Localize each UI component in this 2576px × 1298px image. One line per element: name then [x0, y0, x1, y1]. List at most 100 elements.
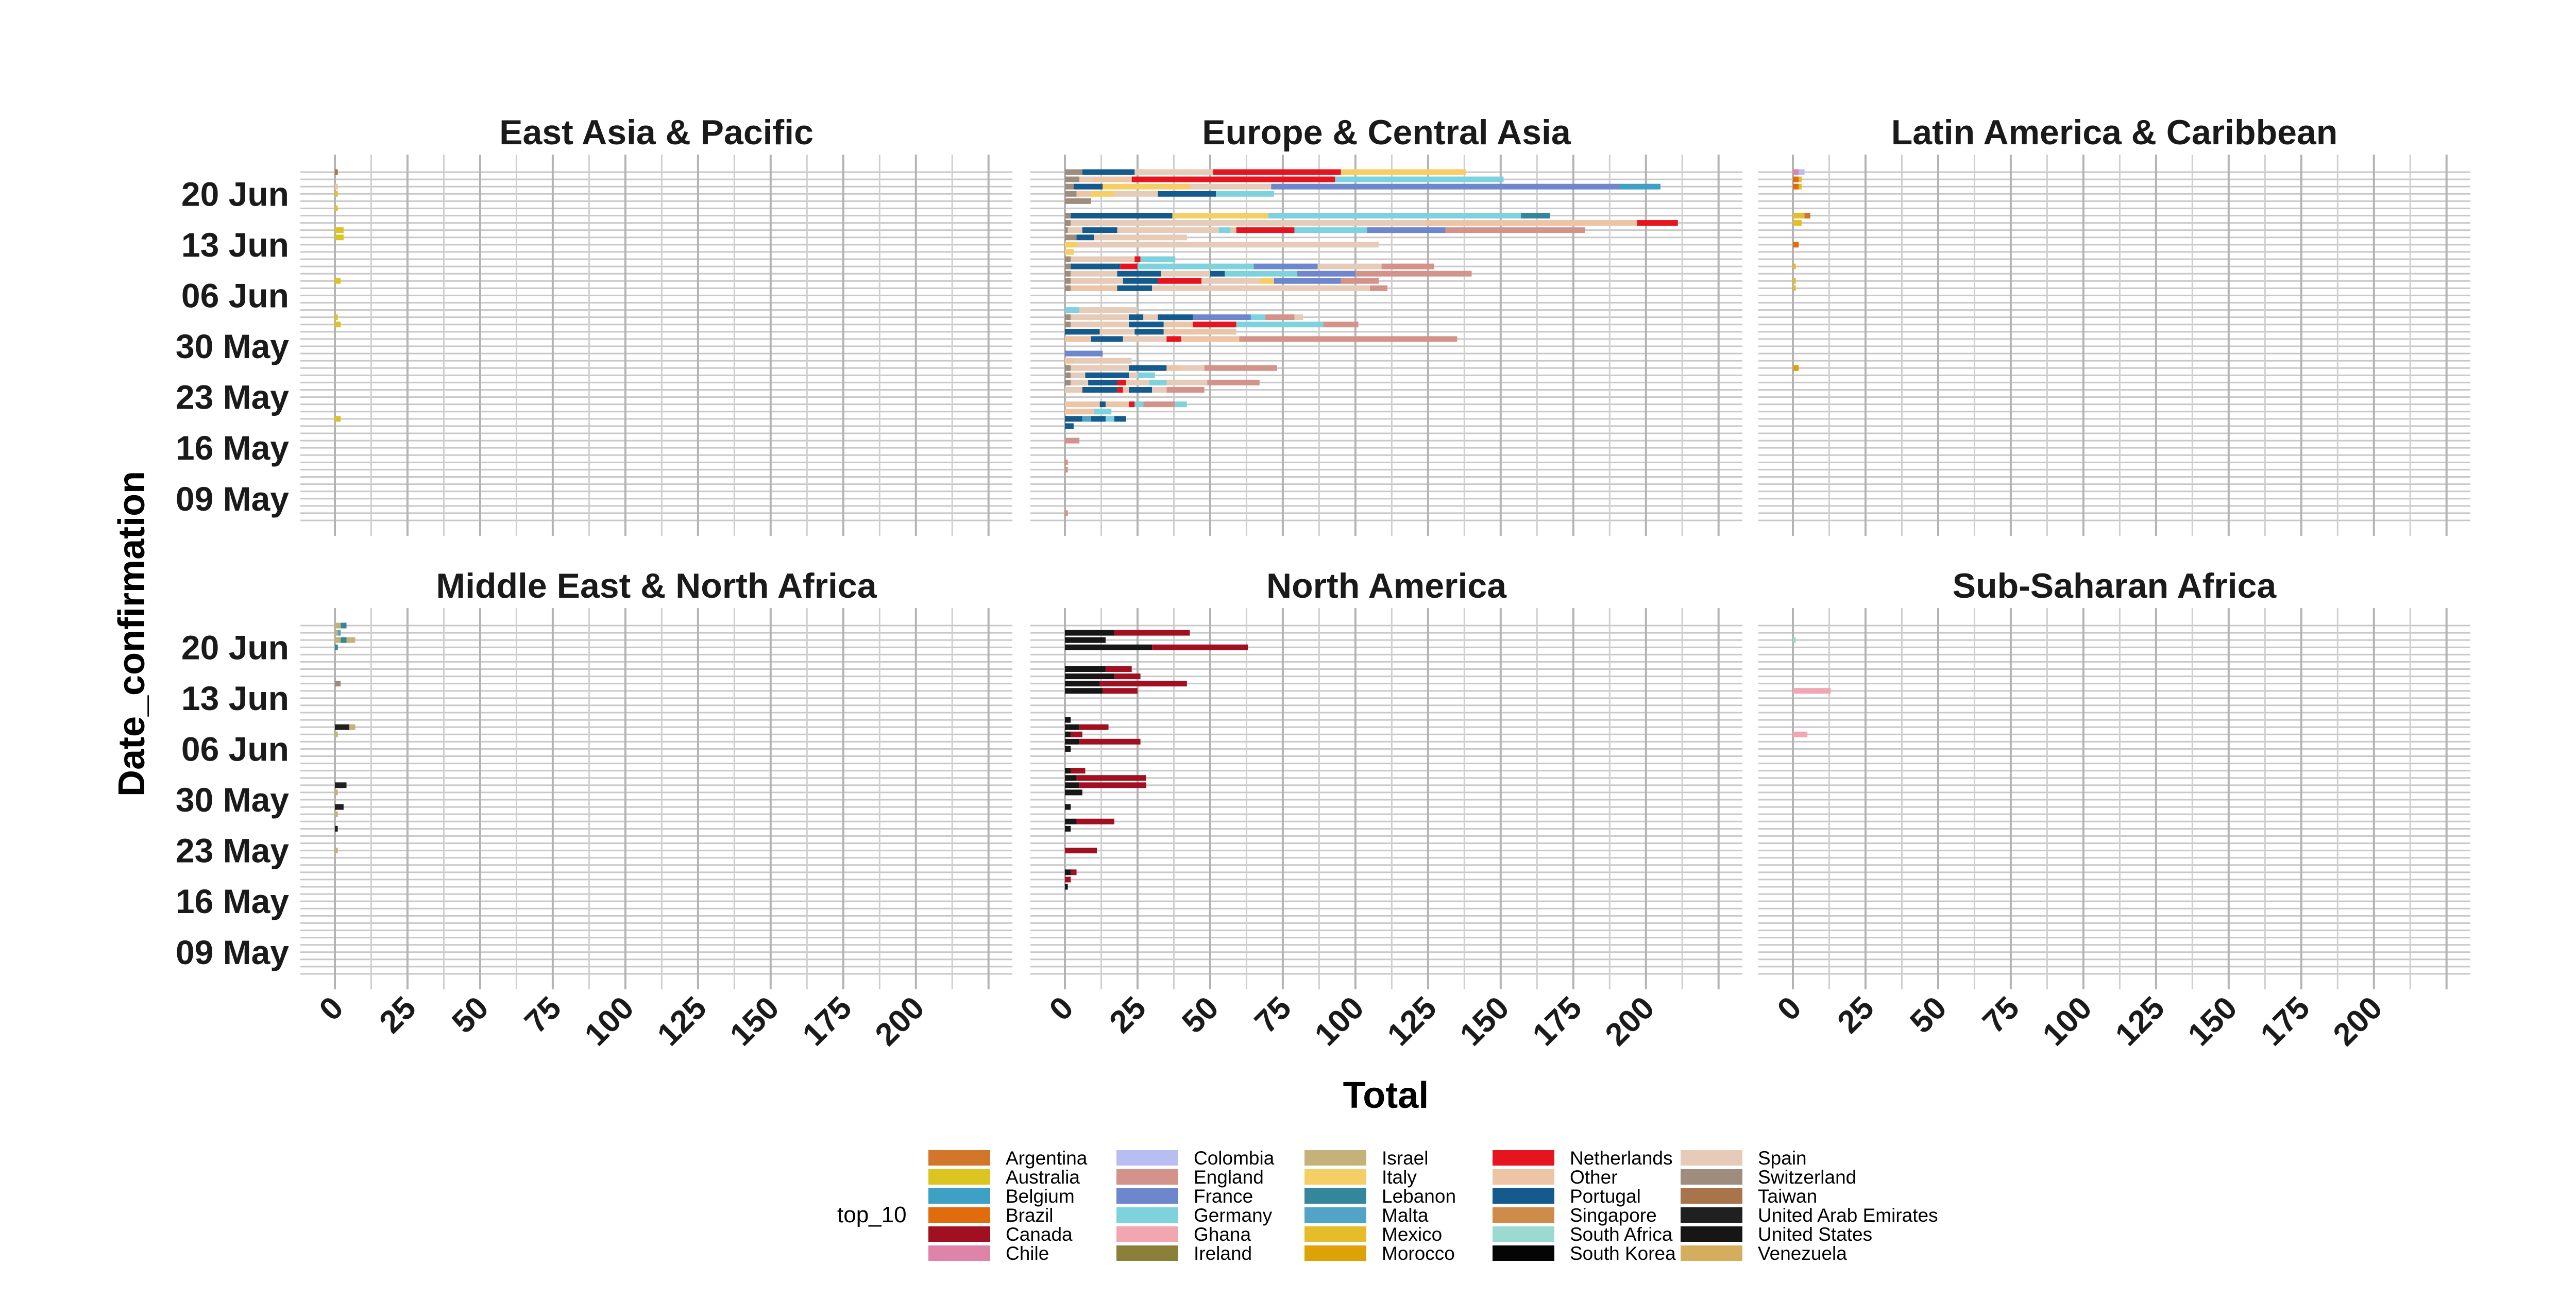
legend-label: Netherlands [1570, 1148, 1673, 1169]
gridlines [1030, 155, 1742, 536]
bar-chile [1793, 169, 1799, 175]
x-tick-label: 0 [313, 990, 350, 1027]
bar-england [1355, 271, 1472, 277]
bars [1793, 637, 1831, 737]
bar-switzerland [1065, 183, 1074, 190]
bar-other [1065, 409, 1094, 415]
bar-switzerland [1065, 365, 1071, 371]
bar-israel [335, 848, 338, 854]
legend-label: Portugal [1570, 1186, 1641, 1207]
legend-swatch [1304, 1169, 1366, 1185]
bar-brazil [1793, 176, 1799, 182]
bar-morocco [1793, 365, 1799, 371]
y-tick-label: 16 May [176, 882, 289, 920]
bar-spain [1114, 191, 1158, 197]
legend-title: top_10 [837, 1202, 907, 1227]
bar-other [1166, 365, 1181, 371]
bar-canada [1071, 731, 1082, 737]
legend-item-mexico: Mexico [1304, 1224, 1442, 1245]
bar-other [1076, 191, 1091, 197]
bar-portugal [1117, 285, 1153, 291]
bar-netherlands [1166, 336, 1181, 342]
bar-other [1123, 387, 1129, 393]
bar-switzerland [1065, 256, 1071, 262]
legend-label: Brazil [1006, 1205, 1054, 1226]
bar-united-states [1065, 738, 1080, 745]
bar-spain [1071, 322, 1129, 328]
bar-lebanon [1521, 213, 1550, 218]
bar-mexico [1799, 183, 1802, 190]
legend-label: Italy [1382, 1167, 1417, 1188]
y-tick-label: 20 Jun [181, 628, 289, 666]
bar-spain [1317, 263, 1382, 269]
bar-australia [335, 227, 344, 233]
bar-other [1181, 336, 1240, 342]
legend-item-united-states: United States [1681, 1224, 1872, 1245]
bar-germany [1134, 401, 1144, 408]
panel-title: Europe & Central Asia [1202, 113, 1571, 152]
bars [335, 622, 355, 854]
bar-australia [335, 205, 338, 211]
bar-united-states [1065, 782, 1080, 788]
x-tick-label: 175 [1526, 990, 1589, 1053]
bar-germany [1218, 227, 1231, 233]
legend-item-taiwan: Taiwan [1681, 1186, 1817, 1207]
bar-portugal [1129, 365, 1167, 371]
bar-england [1265, 314, 1295, 321]
legend-item-lebanon: Lebanon [1304, 1186, 1456, 1207]
gridlines [300, 155, 1012, 536]
bar-canada [1114, 630, 1190, 636]
bars [1065, 630, 1248, 890]
legend-label: United States [1758, 1224, 1872, 1245]
panel-sub-saharan-africa: Sub-Saharan Africa 0 25 50 75 100 125 150 175 200 [1758, 566, 2470, 1053]
legend-item-spain: Spain [1681, 1148, 1807, 1169]
bar-spain [1071, 314, 1129, 321]
legend-label: Israel [1382, 1148, 1428, 1169]
bar-israel [335, 811, 338, 817]
bar-spain [1123, 336, 1167, 342]
legend-item-other: Other [1493, 1167, 1618, 1188]
bar-canada [1114, 673, 1141, 680]
bar-united-states [1065, 884, 1068, 890]
bar-australia [335, 234, 344, 241]
y-tick-label: 20 Jun [181, 175, 289, 213]
legend-item-netherlands: Netherlands [1493, 1148, 1673, 1169]
bar-england [1381, 263, 1434, 269]
bar-switzerland [1065, 379, 1071, 385]
x-tick-label: 50 [1903, 990, 1954, 1040]
bar-united-states [1065, 637, 1106, 643]
bar-england [1065, 510, 1068, 516]
bar-netherlands [1193, 322, 1236, 328]
legend-item-singapore: Singapore [1493, 1205, 1657, 1226]
bar-spain [1201, 278, 1260, 284]
bar-australia [335, 322, 341, 328]
bar-switzerland [1065, 263, 1071, 269]
legend-item-united-arab-emirates: United Arab Emirates [1681, 1205, 1938, 1226]
legend-swatch [1493, 1245, 1554, 1261]
legend-swatch [1493, 1169, 1554, 1185]
x-tick-label: 150 [1453, 990, 1516, 1053]
panel-europe-central-asia: Europe & Central Asia [1030, 113, 1742, 536]
bars [1065, 169, 1678, 516]
y-tick-label: 23 May [176, 832, 289, 870]
bar-united-states [1065, 673, 1114, 680]
legend-swatch [1116, 1188, 1178, 1204]
x-tick-label: 125 [651, 990, 714, 1053]
bar-spain [1071, 372, 1086, 378]
legend-swatch [1304, 1245, 1366, 1261]
bar-portugal [1073, 183, 1103, 190]
bar-spain [1099, 329, 1135, 335]
bar-israel [335, 789, 338, 796]
bar-portugal [1129, 322, 1164, 328]
bar-switzerland [1065, 372, 1071, 378]
bar-united-arab-emirates [335, 804, 344, 810]
bar-mexico [1793, 285, 1796, 291]
legend-item-australia: Australia [928, 1167, 1080, 1188]
bar-switzerland [1065, 176, 1080, 182]
bar-canada [1065, 876, 1071, 883]
legend-swatch [928, 1207, 990, 1223]
bar-other [335, 183, 338, 190]
bar-canada [1152, 644, 1248, 650]
bar-united-states [1065, 825, 1071, 832]
bar-netherlands [1158, 278, 1202, 284]
